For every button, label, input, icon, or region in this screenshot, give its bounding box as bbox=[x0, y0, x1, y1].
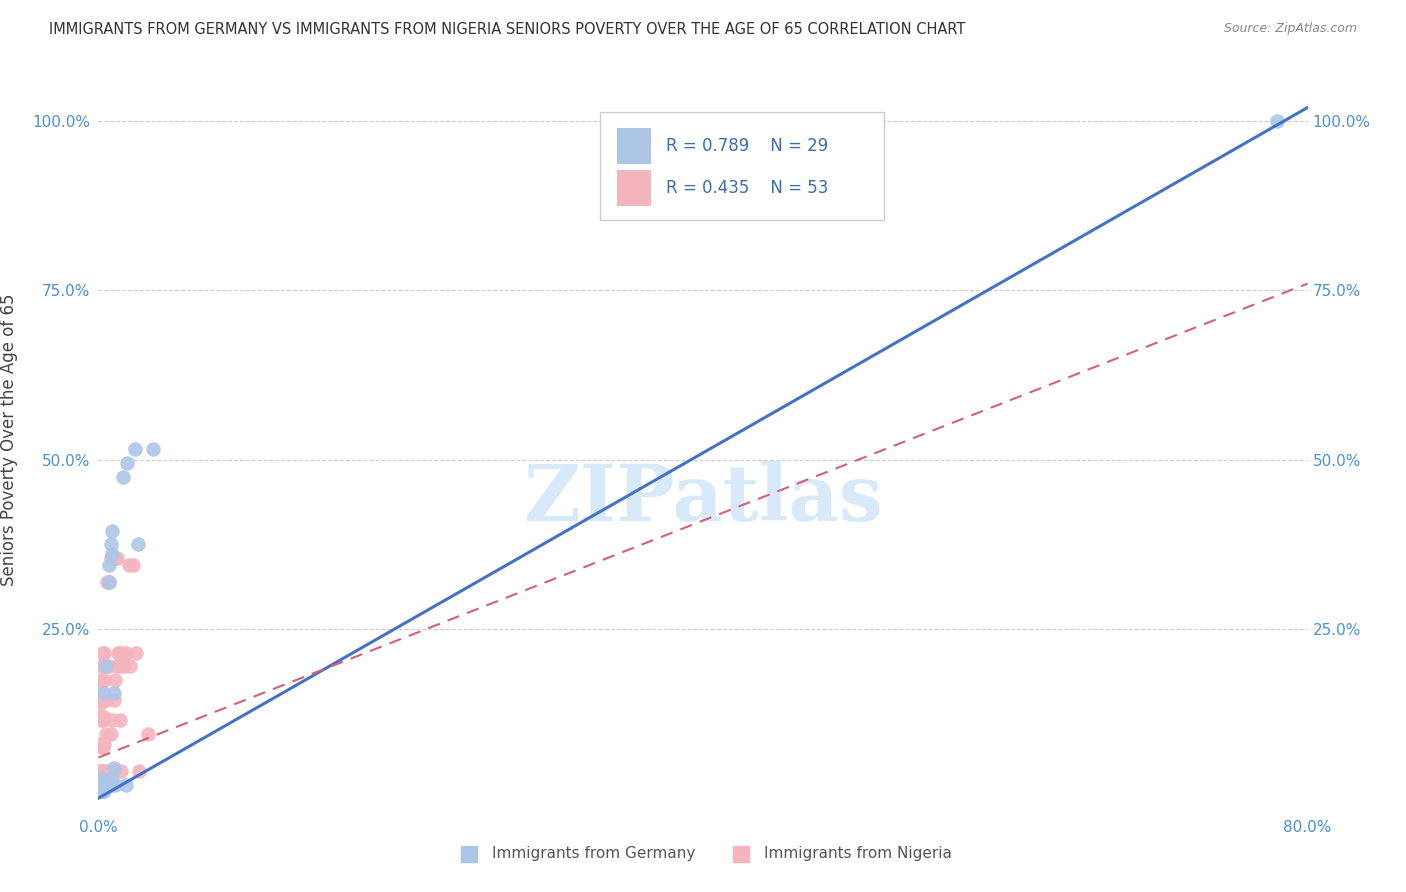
Point bbox=[100, 727, 122, 741]
Point bbox=[94, 693, 117, 707]
Point bbox=[94, 764, 117, 778]
Point bbox=[108, 659, 131, 673]
Point bbox=[112, 659, 135, 673]
Point bbox=[89, 737, 111, 751]
Point bbox=[90, 771, 112, 785]
Point bbox=[103, 764, 125, 778]
Point bbox=[93, 646, 115, 660]
Point bbox=[110, 646, 132, 660]
Point bbox=[104, 673, 127, 687]
Point bbox=[98, 574, 121, 589]
Point bbox=[101, 550, 124, 565]
Point bbox=[100, 778, 122, 792]
Point bbox=[90, 697, 112, 711]
Point bbox=[90, 764, 112, 778]
Point bbox=[91, 646, 114, 660]
Point bbox=[93, 710, 115, 724]
FancyBboxPatch shape bbox=[600, 112, 884, 219]
Point bbox=[94, 659, 117, 673]
Point bbox=[1267, 114, 1289, 128]
Point bbox=[90, 784, 112, 798]
Point bbox=[125, 646, 148, 660]
Point bbox=[91, 764, 114, 778]
Point bbox=[101, 771, 124, 785]
Point bbox=[107, 646, 129, 660]
Point bbox=[104, 778, 127, 792]
Point bbox=[89, 680, 111, 694]
Point bbox=[104, 550, 127, 565]
Bar bbox=[617, 170, 651, 206]
Point bbox=[103, 761, 125, 775]
Text: ZIPatlas: ZIPatlas bbox=[523, 461, 883, 537]
Bar bbox=[617, 128, 651, 164]
Text: R = 0.789    N = 29: R = 0.789 N = 29 bbox=[665, 136, 828, 155]
Point bbox=[120, 659, 142, 673]
Point bbox=[90, 714, 112, 728]
Point bbox=[96, 778, 118, 792]
Point bbox=[101, 524, 124, 538]
Point bbox=[105, 659, 128, 673]
Point bbox=[93, 784, 115, 798]
Point bbox=[101, 714, 124, 728]
Point bbox=[94, 778, 117, 792]
Point bbox=[89, 764, 111, 778]
Point bbox=[128, 764, 150, 778]
Point bbox=[101, 548, 124, 562]
Text: R = 0.435    N = 53: R = 0.435 N = 53 bbox=[665, 179, 828, 197]
Point bbox=[94, 778, 117, 792]
Point bbox=[91, 693, 114, 707]
Text: Source: ZipAtlas.com: Source: ZipAtlas.com bbox=[1223, 22, 1357, 36]
Point bbox=[89, 693, 111, 707]
Point bbox=[124, 442, 146, 457]
Point bbox=[93, 737, 115, 751]
Point bbox=[91, 784, 114, 798]
Point bbox=[114, 646, 136, 660]
Point bbox=[94, 727, 117, 741]
Point bbox=[136, 727, 159, 741]
Point bbox=[90, 740, 112, 755]
Point bbox=[118, 558, 141, 572]
Point bbox=[93, 778, 115, 792]
Point bbox=[100, 550, 122, 565]
Point bbox=[114, 778, 136, 792]
Point bbox=[98, 659, 121, 673]
Point bbox=[91, 714, 114, 728]
Point bbox=[108, 646, 131, 660]
Point bbox=[98, 558, 121, 572]
Point bbox=[89, 778, 111, 792]
Point bbox=[108, 714, 131, 728]
Point bbox=[98, 764, 121, 778]
Point bbox=[122, 558, 145, 572]
Point bbox=[90, 659, 112, 673]
Point bbox=[127, 537, 149, 551]
Text: IMMIGRANTS FROM GERMANY VS IMMIGRANTS FROM NIGERIA SENIORS POVERTY OVER THE AGE : IMMIGRANTS FROM GERMANY VS IMMIGRANTS FR… bbox=[49, 22, 966, 37]
Point bbox=[110, 764, 132, 778]
Point bbox=[103, 693, 125, 707]
Point bbox=[91, 778, 114, 792]
Point bbox=[105, 550, 128, 565]
Point bbox=[111, 469, 134, 483]
Point bbox=[115, 456, 138, 470]
Point bbox=[100, 537, 122, 551]
Point bbox=[93, 673, 115, 687]
Point bbox=[98, 574, 121, 589]
Legend: Immigrants from Germany, Immigrants from Nigeria: Immigrants from Germany, Immigrants from… bbox=[447, 840, 959, 867]
Point bbox=[94, 659, 117, 673]
Point bbox=[96, 574, 118, 589]
Point bbox=[91, 740, 114, 755]
Point bbox=[89, 710, 111, 724]
Point bbox=[103, 686, 125, 700]
Point bbox=[142, 442, 165, 457]
Point bbox=[91, 659, 114, 673]
Point bbox=[90, 673, 112, 687]
Y-axis label: Seniors Poverty Over the Age of 65: Seniors Poverty Over the Age of 65 bbox=[0, 293, 18, 585]
Point bbox=[93, 686, 115, 700]
